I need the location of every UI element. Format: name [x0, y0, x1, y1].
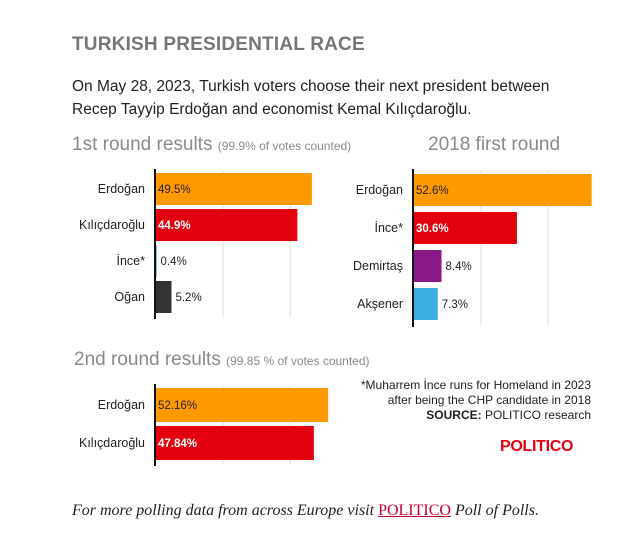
round2018-category-label: Erdoğan	[356, 183, 403, 197]
round1-title-text: 1st round results	[72, 134, 213, 155]
round2018-bar	[413, 288, 438, 320]
round1-category-label: İnce*	[117, 254, 146, 268]
footnote: *Muharrem İnce runs for Homeland in 2023…	[331, 378, 591, 423]
chart-title: TURKISH PRESIDENTIAL RACE	[72, 34, 365, 55]
round2018-chart: Erdoğan 52.6% İnce* 30.6% Demirtaş 8.4% Akşene…	[353, 169, 592, 327]
source-label: SOURCE:	[426, 408, 482, 422]
source-line: SOURCE: POLITICO research	[331, 408, 591, 423]
round2-bar	[155, 388, 329, 422]
round2-chart: Erdoğan 52.16% Kılıçdaroğlu 47.84%	[79, 384, 329, 466]
round2-category-label: Kılıçdaroğlu	[79, 436, 145, 450]
round2-title: 2nd round results (99.85 % of votes coun…	[74, 349, 370, 371]
round1-value-label: 5.2%	[175, 292, 201, 304]
intro-text: On May 28, 2023, Turkish voters choose t…	[72, 78, 550, 118]
round2018-bar	[413, 212, 517, 244]
round1-category-label: Kılıçdaroğlu	[79, 218, 145, 232]
round2018-value-label: 7.3%	[442, 299, 468, 311]
round1-value-label: 49.5%	[158, 184, 191, 196]
round2-title-text: 2nd round results	[74, 349, 221, 370]
round1-category-label: Erdoğan	[98, 182, 145, 196]
round1-title: 1st round results (99.9% of votes counte…	[72, 134, 351, 156]
source-text: POLITICO research	[484, 408, 591, 422]
round2018-title-text: 2018 first round	[428, 134, 561, 155]
round2018-bar	[413, 174, 592, 206]
round1-value-label: 0.4%	[161, 256, 187, 268]
round2018-value-label: 8.4%	[446, 261, 472, 273]
round1-subtitle: (99.9% of votes counted)	[217, 139, 352, 153]
round2018-value-label: 52.6%	[416, 185, 449, 197]
round2-subtitle: (99.85 % of votes counted)	[226, 354, 370, 368]
round1-bar	[155, 209, 298, 241]
round2-value-label: 52.16%	[158, 400, 197, 412]
round1-category-label: Oğan	[114, 290, 145, 304]
round2018-category-label: Demirtaş	[353, 259, 403, 273]
round2018-value-label: 30.6%	[416, 223, 449, 235]
footer-text: For more polling data from across Europe…	[72, 502, 539, 520]
round2018-bar	[413, 250, 442, 282]
round1-bar	[155, 281, 172, 313]
footer-text-before: For more polling data from across Europe…	[72, 502, 379, 519]
round2018-category-label: Akşener	[357, 297, 403, 311]
round2-bar	[155, 426, 314, 460]
footer-end: .	[534, 502, 539, 519]
round2018-category-label: İnce*	[375, 221, 404, 235]
round1-value-label: 44.9%	[158, 220, 191, 232]
round2-value-label: 47.84%	[158, 438, 197, 450]
footnote-line-1: *Muharrem İnce runs for Homeland in 2023	[360, 378, 591, 392]
round1-bar	[155, 173, 312, 205]
round2018-title: 2018 first round	[428, 134, 560, 156]
round1-chart: Erdoğan 49.5% Kılıçdaroğlu 44.9% İnce* 0.4% Oğ…	[79, 169, 312, 319]
round2-category-label: Erdoğan	[98, 398, 145, 412]
footer-text-after: Poll of Polls	[450, 502, 535, 519]
politico-logo: POLITICO	[500, 438, 574, 455]
politico-link[interactable]: POLITICO	[378, 502, 451, 519]
footnote-line-2: after being the CHP candidate in 2018	[387, 393, 591, 407]
